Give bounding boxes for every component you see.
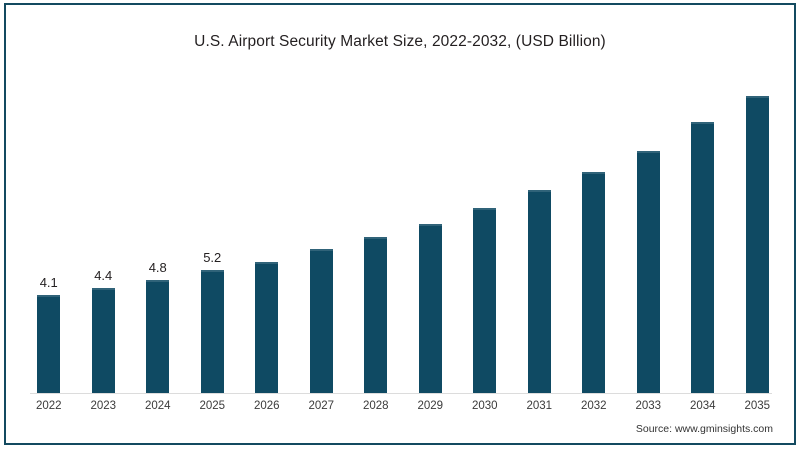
x-axis-tick-label: 2031 — [526, 400, 553, 412]
x-axis-tick-label: 2026 — [253, 400, 280, 412]
bar[interactable] — [37, 295, 61, 393]
x-axis-tick-label: 2029 — [417, 400, 444, 412]
x-axis-tick-label: 2033 — [635, 400, 662, 412]
x-axis-tick-label: 2027 — [308, 400, 335, 412]
bar-group: 2033 — [621, 0, 676, 450]
x-axis-tick-label: 2035 — [744, 400, 771, 412]
x-axis-tick-label: 2024 — [144, 400, 171, 412]
bar-group: 2031 — [512, 0, 567, 450]
bar-group: 2034 — [676, 0, 731, 450]
x-axis-tick-label: 2028 — [362, 400, 389, 412]
bar-value-label: 4.1 — [39, 275, 58, 290]
chart-title: U.S. Airport Security Market Size, 2022-… — [194, 33, 606, 50]
bar-value-label: 4.4 — [94, 268, 113, 283]
bar-group: 2035 — [730, 0, 785, 450]
source-attribution: Source: www.gminsights.com — [635, 423, 773, 435]
x-axis-tick-label: 2022 — [35, 400, 62, 412]
bar[interactable] — [200, 270, 224, 393]
bar-group: 4.8 2024 — [131, 0, 186, 450]
x-axis-tick-label: 2025 — [199, 400, 226, 412]
bar[interactable] — [527, 190, 551, 393]
bar-group: 5.2 2025 — [185, 0, 240, 450]
bar[interactable] — [364, 237, 388, 393]
bar[interactable] — [146, 280, 170, 393]
x-axis-baseline — [30, 393, 772, 394]
bar-group: 2029 — [403, 0, 458, 450]
bar[interactable] — [473, 208, 497, 393]
x-axis-tick-label: 2032 — [580, 400, 607, 412]
bar-group: 2032 — [567, 0, 622, 450]
bar-value-label: 4.8 — [148, 260, 167, 275]
bar-group: 2026 — [240, 0, 295, 450]
bar[interactable] — [418, 224, 442, 393]
bar[interactable] — [255, 262, 279, 393]
bar[interactable] — [309, 249, 333, 393]
bar-value-label: 5.2 — [203, 250, 222, 265]
bar[interactable] — [91, 288, 115, 393]
bar-group: 4.4 2023 — [76, 0, 131, 450]
bar-group: 2027 — [294, 0, 349, 450]
bar-group: 4.1 2022 — [22, 0, 77, 450]
bar[interactable] — [636, 151, 660, 393]
bar[interactable] — [745, 96, 769, 393]
bar-group: 2028 — [349, 0, 404, 450]
x-axis-tick-label: 2034 — [689, 400, 716, 412]
x-axis-tick-label: 2023 — [90, 400, 117, 412]
bar[interactable] — [582, 172, 606, 393]
bar[interactable] — [691, 122, 715, 393]
x-axis-tick-label: 2030 — [471, 400, 498, 412]
bar-group: 2030 — [458, 0, 513, 450]
